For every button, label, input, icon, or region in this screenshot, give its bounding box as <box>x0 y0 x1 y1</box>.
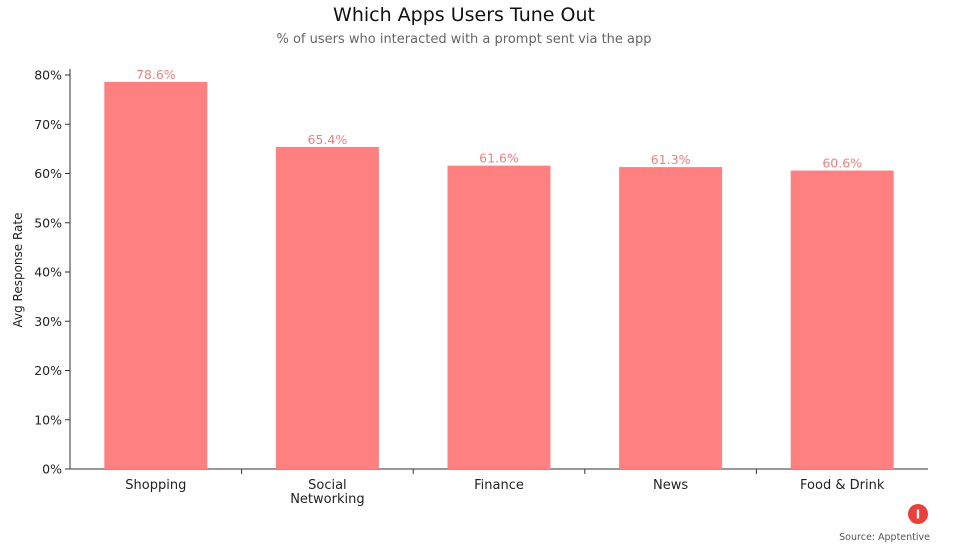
apptentive-logo: I <box>908 504 928 524</box>
x-tick-label: News <box>653 478 688 493</box>
bar <box>790 170 894 470</box>
bar <box>104 81 208 470</box>
source-note: Source: Apptentive <box>839 532 930 543</box>
x-tick-label: Finance <box>474 478 524 493</box>
x-tick-label: Social <box>308 478 347 493</box>
chart-subtitle: % of users who interacted with a prompt … <box>276 32 651 47</box>
data-label: 60.6% <box>822 156 862 171</box>
y-tick-label: 20% <box>34 363 62 378</box>
bar <box>275 146 379 469</box>
chart-title: Which Apps Users Tune Out <box>333 4 595 26</box>
logo-circle <box>908 504 928 524</box>
y-tick-label: 50% <box>34 215 62 230</box>
data-label: 61.6% <box>479 151 519 166</box>
x-tick-label: Shopping <box>125 478 186 493</box>
x-tick-label: Food & Drink <box>800 478 885 493</box>
y-tick-label: 70% <box>34 117 62 132</box>
y-tick-label: 60% <box>34 166 62 181</box>
y-axis-label: Avg Response Rate <box>11 212 25 327</box>
bar <box>447 165 551 469</box>
plot-area: 0% 10% 20% 30% 40% 50% 60% 70% 80% 78.6% Shopping 6… <box>34 67 928 507</box>
bar <box>619 167 723 469</box>
data-label: 78.6% <box>136 67 176 82</box>
x-tick-label: Networking <box>290 492 364 507</box>
y-tick-label: 30% <box>34 314 62 329</box>
data-label: 65.4% <box>308 132 348 147</box>
logo-letter: I <box>916 508 920 522</box>
y-tick-label: 10% <box>34 412 62 427</box>
y-tick-label: 40% <box>34 265 62 280</box>
y-tick-label: 0% <box>42 462 62 477</box>
data-label: 61.3% <box>651 152 691 167</box>
y-tick-label: 80% <box>34 68 62 83</box>
